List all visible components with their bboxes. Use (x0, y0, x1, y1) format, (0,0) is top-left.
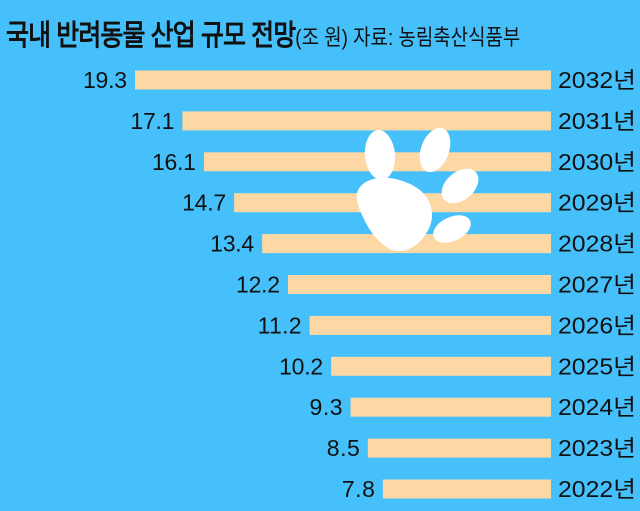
value-label: 7.8 (342, 476, 375, 502)
value-label: 12.2 (236, 272, 280, 298)
category-label: 2022년 (558, 476, 636, 502)
value-label: 17.1 (130, 108, 174, 134)
value-label: 9.3 (310, 394, 343, 420)
category-label: 2024년 (558, 394, 636, 420)
category-label: 2025년 (558, 353, 636, 379)
category-label: 2031년 (558, 108, 636, 134)
bar-2026년 (309, 315, 551, 335)
category-label: 2030년 (558, 149, 636, 175)
bar-2023년 (367, 438, 551, 458)
value-label: 16.1 (152, 149, 196, 175)
category-label: 2027년 (558, 272, 636, 298)
category-label: 2023년 (558, 435, 636, 461)
value-label: 8.5 (327, 435, 360, 461)
chart-title: 국내 반려동물 산업 규모 전망 (6, 20, 296, 52)
value-label: 14.7 (182, 190, 226, 216)
paw-print-icon (356, 127, 479, 252)
value-label: 19.3 (83, 67, 127, 93)
category-label: 2032년 (558, 67, 636, 93)
value-label: 11.2 (258, 312, 302, 338)
chart-title-block: 국내 반려동물 산업 규모 전망(조 원) 자료: 농림축산식품부 (6, 12, 520, 54)
value-label: 13.4 (210, 231, 254, 257)
bar-2027년 (288, 275, 551, 294)
chart-unit: (조 원) (295, 25, 348, 50)
bar-2025년 (331, 356, 551, 376)
bar-2031년 (182, 111, 552, 131)
bar-2032년 (135, 70, 551, 90)
chart-source: 자료: 농림축산식품부 (353, 25, 521, 50)
bar-2022년 (382, 479, 551, 499)
category-label: 2026년 (558, 312, 636, 338)
bar-2024년 (350, 397, 551, 417)
category-label: 2029년 (558, 190, 636, 216)
value-label: 10.2 (279, 353, 323, 379)
category-label: 2028년 (558, 231, 636, 257)
